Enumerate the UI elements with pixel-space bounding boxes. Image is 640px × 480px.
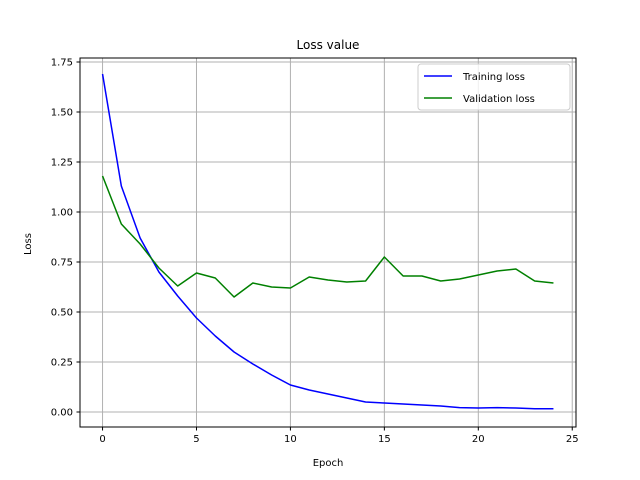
x-tick-label: 5 — [193, 434, 199, 445]
y-tick-label: 0.25 — [51, 358, 73, 369]
y-tick-label: 1.50 — [51, 108, 73, 119]
legend-label: Validation loss — [463, 94, 535, 105]
grid — [80, 58, 576, 427]
x-tick-label: 0 — [99, 434, 105, 445]
x-tick-label: 20 — [472, 434, 485, 445]
legend-label: Training loss — [462, 72, 525, 83]
ticks: 0 5 10 15 20 25 0.00 0.25 0.50 0.75 1.00 1.25 1.50 1.… — [51, 58, 579, 446]
y-tick-label: 0.50 — [51, 308, 73, 319]
x-tick-label: 15 — [378, 434, 391, 445]
chart-title: Loss value — [297, 38, 360, 52]
x-tick-label: 25 — [566, 434, 579, 445]
series-layer — [101, 73, 554, 410]
y-tick-label: 0.00 — [51, 408, 73, 419]
y-axis-label: Loss — [23, 233, 34, 255]
plot-frame — [79, 57, 577, 428]
y-tick-label: 0.75 — [51, 258, 73, 269]
y-tick-label: 1.75 — [51, 58, 73, 69]
x-axis-label: Epoch — [313, 458, 344, 469]
legend: Training loss Validation loss — [417, 63, 571, 111]
y-tick-label: 1.25 — [51, 158, 73, 169]
series-line-0 — [101, 73, 554, 410]
series-line-1 — [101, 175, 554, 298]
y-tick-label: 1.00 — [51, 208, 73, 219]
legend-box — [417, 63, 571, 111]
x-tick-label: 10 — [284, 434, 297, 445]
